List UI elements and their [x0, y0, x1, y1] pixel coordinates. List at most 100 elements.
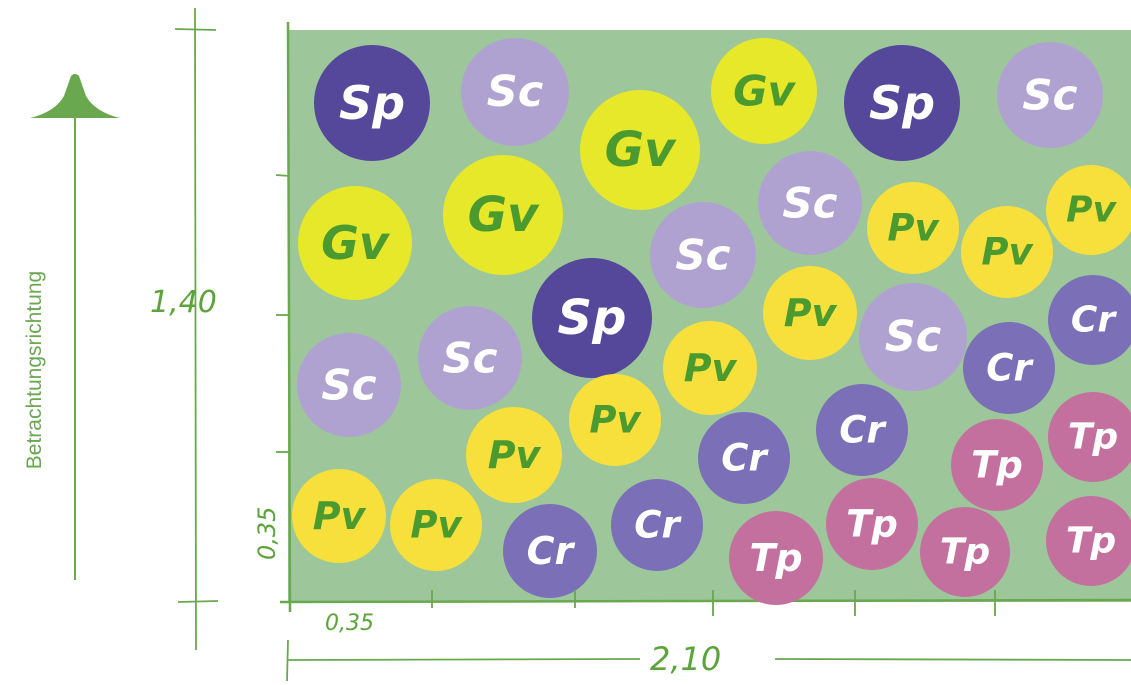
plant-label: Sc — [782, 179, 837, 228]
plant-pv: Pv — [663, 321, 757, 415]
plant-sc: Sc — [461, 38, 569, 146]
plant-label: Tp — [971, 444, 1023, 487]
plant-label: Pv — [1066, 190, 1117, 231]
plant-label: Tp — [749, 536, 802, 580]
width-dimension-line-left — [287, 658, 641, 661]
plant-label: Sc — [675, 231, 730, 280]
direction-arrow — [30, 74, 120, 580]
plant-label: Tp — [1068, 417, 1118, 458]
plants-layer: Sp Sc Gv Gv Sp Sc Gv Gv Sc Sc Pv Pv Pv Sp Pv Sc Sc Pv Sc Cr… — [292, 38, 1131, 605]
plant-circle — [418, 306, 522, 410]
height-step-tick — [275, 174, 291, 177]
width-step-label: 0,35 — [325, 611, 374, 636]
plant-tp: Tp — [951, 419, 1043, 511]
plant-circle — [650, 202, 756, 308]
plant-label: Cr — [527, 529, 576, 573]
plant-sc: Sc — [997, 42, 1103, 148]
plant-pv: Pv — [466, 407, 562, 503]
plant-label: Pv — [684, 346, 738, 390]
plant-pv: Pv — [867, 182, 959, 274]
plant-label: Tp — [940, 532, 990, 573]
plant-label: Cr — [1071, 300, 1117, 341]
plant-circle — [951, 419, 1043, 511]
plant-sc: Sc — [297, 333, 401, 437]
plant-pv: Pv — [763, 266, 857, 360]
plant-circle — [532, 258, 652, 378]
plant-circle — [844, 45, 960, 161]
plant-circle — [763, 266, 857, 360]
plant-label: Tp — [846, 503, 898, 546]
plant-gv: Gv — [443, 155, 563, 275]
plant-cr: Cr — [698, 412, 790, 504]
width-dimension-line-right — [774, 658, 1131, 661]
plant-circle — [466, 407, 562, 503]
plant-cr: Cr — [963, 322, 1055, 414]
plant-label: Cr — [634, 504, 682, 547]
plant-sc: Sc — [859, 283, 967, 391]
plant-sp: Sp — [314, 45, 430, 161]
height-tick — [174, 28, 217, 31]
plant-sp: Sp — [844, 45, 960, 161]
bed-left-edge — [286, 21, 292, 613]
height-step-label: 0,35 — [253, 507, 281, 560]
plant-pv: Pv — [1046, 165, 1131, 255]
width-tick — [286, 639, 289, 682]
plant-pv: Pv — [569, 374, 661, 466]
plant-label: Sp — [339, 76, 405, 130]
plant-label: Sp — [869, 76, 935, 130]
plant-gv: Gv — [711, 38, 817, 144]
plant-label: Pv — [887, 207, 940, 250]
plant-circle — [867, 182, 959, 274]
plant-circle — [963, 322, 1055, 414]
plant-tp: Tp — [1048, 392, 1131, 482]
width-total-label: 2,10 — [650, 640, 721, 678]
plant-circle — [711, 38, 817, 144]
plant-sc: Sc — [758, 151, 862, 255]
plant-label: Cr — [721, 437, 769, 480]
plant-label: Pv — [313, 494, 367, 538]
plant-circle — [1048, 392, 1131, 482]
plant-circle — [390, 479, 482, 571]
viewing-direction-label: Betrachtungsrichtung — [23, 270, 46, 470]
plant-circle — [314, 45, 430, 161]
plant-label: Sc — [321, 361, 376, 410]
plant-circle — [443, 155, 563, 275]
plant-label: Gv — [321, 216, 391, 270]
plant-pv: Pv — [390, 479, 482, 571]
height-total-label: 1,40 — [150, 285, 217, 320]
plant-cr: Cr — [816, 384, 908, 476]
plant-circle — [816, 384, 908, 476]
plant-tp: Tp — [920, 507, 1010, 597]
plant-tp: Tp — [1046, 496, 1131, 586]
height-dimension-line — [194, 7, 197, 651]
plant-cr: Cr — [611, 479, 703, 571]
plant-label: Sc — [487, 67, 543, 117]
plant-circle — [729, 511, 823, 605]
bed-bottom-edge — [279, 598, 1131, 604]
plant-circle — [663, 321, 757, 415]
plant-circle — [611, 479, 703, 571]
plant-circle — [461, 38, 569, 146]
plant-circle — [997, 42, 1103, 148]
height-tick — [177, 600, 219, 603]
plant-gv: Gv — [580, 90, 700, 210]
plant-circle — [298, 186, 412, 300]
plant-label: Sc — [885, 312, 941, 362]
width-dimension — [286, 590, 1131, 682]
height-dimension — [174, 7, 291, 651]
plant-circle — [961, 206, 1053, 298]
plant-sp: Sp — [532, 258, 652, 378]
plant-circle — [503, 504, 597, 598]
plant-circle — [698, 412, 790, 504]
plant-circle — [758, 151, 862, 255]
plant-label: Pv — [488, 433, 542, 477]
plant-circle — [1046, 496, 1131, 586]
plant-circle — [297, 333, 401, 437]
plant-circle — [859, 283, 967, 391]
plant-tp: Tp — [826, 478, 918, 570]
plant-circle — [580, 90, 700, 210]
arrow-up-icon — [30, 74, 120, 118]
plant-label: Pv — [589, 399, 642, 442]
